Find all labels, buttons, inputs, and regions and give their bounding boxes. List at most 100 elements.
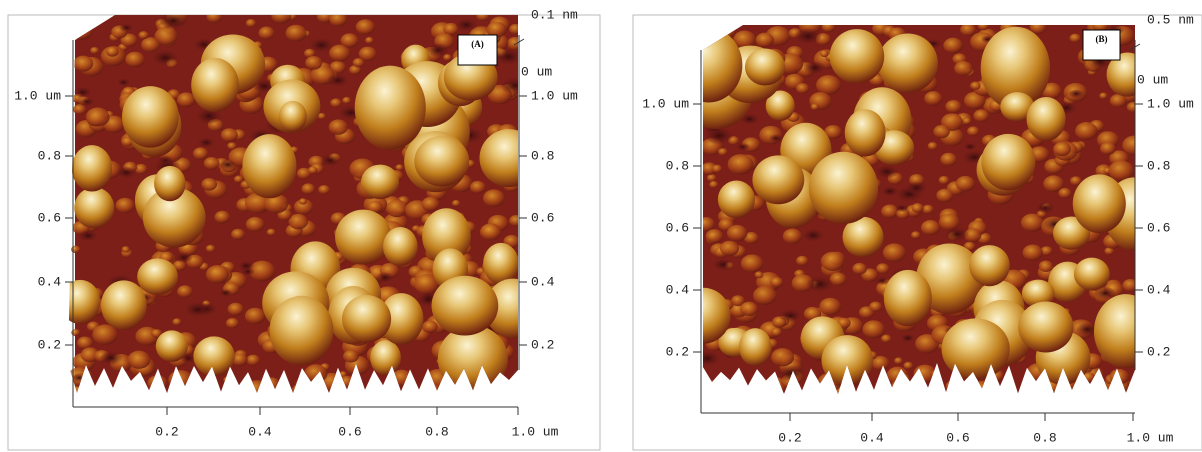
afm-grain xyxy=(1109,369,1129,385)
afm-grain xyxy=(712,165,722,173)
afm-grain xyxy=(727,225,748,241)
afm-pit xyxy=(882,186,899,196)
afm-grain xyxy=(1075,122,1097,140)
afm-particle xyxy=(1018,302,1073,353)
afm-particle xyxy=(383,227,418,266)
afm-grain xyxy=(728,154,754,175)
panel-label: (B) xyxy=(1096,34,1108,44)
bottom-tick-label: 0.4 xyxy=(860,430,884,445)
afm-grain xyxy=(470,181,486,194)
afm-grain xyxy=(267,229,276,236)
afm-grain xyxy=(86,107,110,126)
afm-pit xyxy=(876,165,898,178)
afm-grain xyxy=(883,243,906,262)
right-tick-label: 0.4 xyxy=(1147,282,1171,297)
afm-pit xyxy=(964,143,977,151)
bottom-tick-label: 0.6 xyxy=(338,424,361,439)
afm-grain xyxy=(291,383,312,400)
afm-particle xyxy=(675,28,742,102)
afm-grain xyxy=(960,23,976,36)
afm-grain xyxy=(271,7,291,23)
afm-grain xyxy=(128,351,151,369)
afm-pit xyxy=(220,160,236,170)
afm-grain xyxy=(193,147,208,159)
afm-grain xyxy=(308,166,318,174)
z-origin-label: 0 um xyxy=(1137,72,1168,87)
afm-grain xyxy=(720,241,739,256)
afm-grain xyxy=(299,198,307,204)
afm-particle xyxy=(432,276,499,336)
afm-grain xyxy=(963,118,972,125)
right-tick-label: 0.6 xyxy=(531,210,554,225)
right-tick-label: 0.8 xyxy=(1147,158,1170,173)
afm-grain xyxy=(887,367,909,384)
afm-grain xyxy=(138,31,148,39)
figure: 1.0 um0.80.60.40.21.0 um0.80.60.40.20.20… xyxy=(0,0,1202,452)
z-max-label: 0.5 nm xyxy=(1147,12,1194,27)
afm-particle xyxy=(154,166,186,201)
afm-particle xyxy=(718,181,755,219)
afm-pit xyxy=(80,97,95,106)
bottom-tick-label: 0.6 xyxy=(946,430,969,445)
afm-particle xyxy=(122,86,179,148)
afm-grain xyxy=(816,75,841,95)
left-tick-label: 1.0 um xyxy=(642,96,689,111)
afm-grain xyxy=(329,119,348,134)
afm-grain xyxy=(939,176,950,185)
afm-grain xyxy=(365,37,374,44)
afm-grain xyxy=(699,380,718,395)
afm-grain xyxy=(318,185,330,194)
afm-grain xyxy=(945,100,961,113)
afm-pit xyxy=(310,38,333,52)
bottom-tick-label: 0.2 xyxy=(155,424,178,439)
afm-grain xyxy=(215,211,231,224)
afm-grain xyxy=(753,379,771,394)
afm-grain xyxy=(155,27,178,45)
afm-particle xyxy=(101,280,147,330)
afm-grain xyxy=(913,365,936,383)
afm-grain xyxy=(264,377,280,390)
afm-particle xyxy=(335,210,391,265)
afm-grain xyxy=(894,357,903,364)
afm-grain xyxy=(978,21,989,30)
afm-pit xyxy=(713,259,732,271)
afm-grain xyxy=(106,47,119,57)
bottom-tick-label: 0.4 xyxy=(248,424,272,439)
right-tick-label: 0.6 xyxy=(1147,220,1170,235)
afm-particle xyxy=(242,134,296,198)
afm-pit xyxy=(321,155,340,167)
afm-grain xyxy=(125,52,144,68)
afm-grain xyxy=(973,109,989,122)
afm-grain xyxy=(1099,92,1107,99)
afm-particle xyxy=(60,280,100,324)
afm-pit xyxy=(807,276,833,292)
afm-pit xyxy=(120,24,133,32)
right-tick-label: 0.4 xyxy=(531,274,555,289)
afm-particle xyxy=(438,325,508,393)
afm-grain xyxy=(206,265,229,283)
left-tick-label: 0.8 xyxy=(38,148,61,163)
afm-grain xyxy=(305,56,322,70)
afm-pit xyxy=(495,48,522,64)
afm-grain xyxy=(1070,34,1081,43)
afm-grain xyxy=(852,263,866,275)
left-tick-label: 0.6 xyxy=(666,220,689,235)
bottom-tick-label: 0.2 xyxy=(778,430,801,445)
afm-image xyxy=(675,16,1165,405)
afm-grain xyxy=(71,246,80,253)
left-tick-label: 0.2 xyxy=(666,344,689,359)
afm-grain xyxy=(483,189,505,207)
left-tick-label: 0.4 xyxy=(666,282,690,297)
afm-pit xyxy=(737,143,750,151)
afm-grain xyxy=(246,217,265,232)
afm-pit xyxy=(906,182,927,195)
afm-grain xyxy=(69,384,91,402)
afm-grain xyxy=(422,321,438,333)
afm-grain xyxy=(755,271,764,278)
left-tick-label: 0.6 xyxy=(38,210,61,225)
afm-grain xyxy=(967,126,979,136)
bottom-tick-label: 0.8 xyxy=(1033,430,1056,445)
afm-pit xyxy=(185,302,209,317)
afm-grain xyxy=(897,374,910,384)
afm-particle xyxy=(981,134,1035,191)
